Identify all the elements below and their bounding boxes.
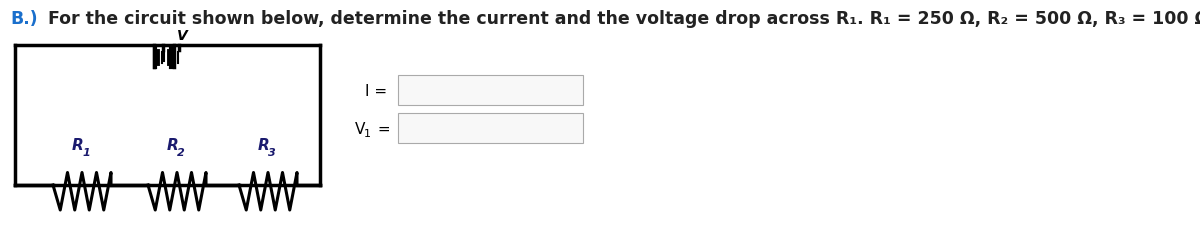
Text: V: V <box>178 29 187 43</box>
Text: V: V <box>355 122 365 138</box>
Text: I =: I = <box>365 84 388 100</box>
Text: 1: 1 <box>82 148 90 158</box>
Text: 2: 2 <box>178 148 185 158</box>
FancyBboxPatch shape <box>398 75 583 105</box>
Text: 1: 1 <box>364 129 371 139</box>
Text: 3: 3 <box>268 148 276 158</box>
Text: =: = <box>373 122 391 138</box>
Text: R: R <box>72 138 84 153</box>
Text: R: R <box>258 138 270 153</box>
Text: For the circuit shown below, determine the current and the voltage drop across R: For the circuit shown below, determine t… <box>42 10 1200 28</box>
Text: R: R <box>167 138 179 153</box>
FancyBboxPatch shape <box>398 113 583 143</box>
Text: B.): B.) <box>10 10 37 28</box>
